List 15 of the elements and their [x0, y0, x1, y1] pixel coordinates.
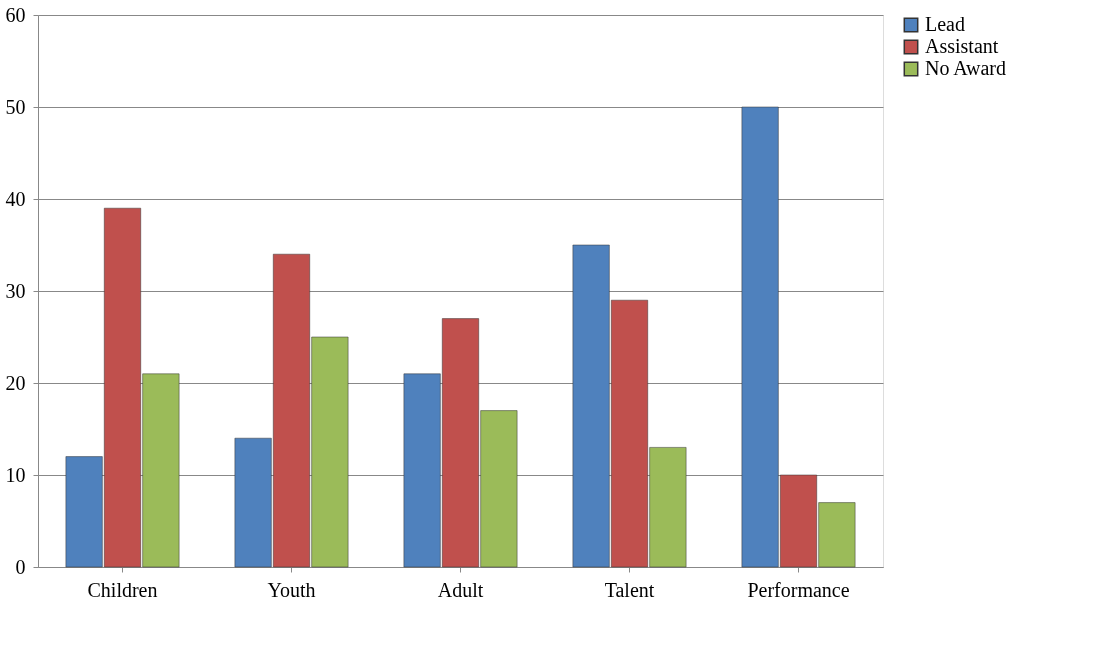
- x-tick-label: Adult: [437, 578, 484, 601]
- x-tick-label: Talent: [604, 578, 655, 601]
- y-tick-label: 10: [5, 463, 26, 486]
- y-tick-label: 50: [5, 95, 26, 118]
- y-tick-label: 0: [15, 555, 26, 578]
- y-tick-label: 30: [5, 279, 26, 302]
- legend-label: Assistant: [925, 35, 999, 57]
- x-tick-label: Youth: [267, 578, 316, 601]
- y-tick-label: 40: [5, 187, 26, 210]
- legend-label: No Award: [925, 57, 1006, 79]
- x-tick-label: Performance: [747, 578, 850, 601]
- legend-label: Lead: [925, 13, 965, 35]
- y-tick-label: 20: [5, 371, 26, 394]
- x-tick-label: Children: [87, 578, 158, 601]
- y-tick-label: 60: [5, 3, 26, 26]
